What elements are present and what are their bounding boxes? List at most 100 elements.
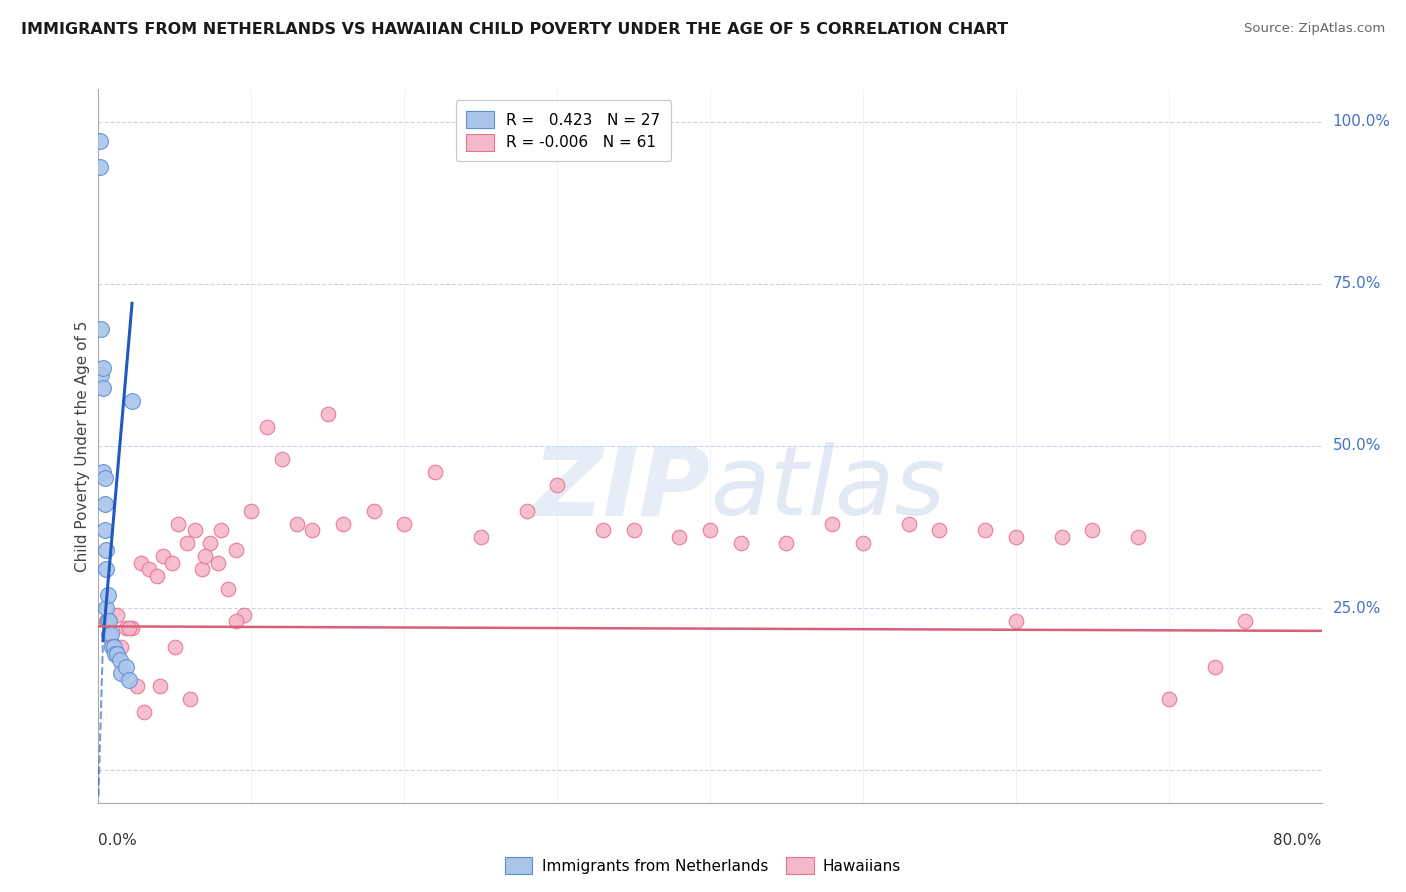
Point (91, 361, 114, 376)
Point (1204, 659, 1226, 673)
Point (90, 368, 112, 382)
Point (98, 614, 121, 628)
Text: 50.0%: 50.0% (1333, 439, 1381, 453)
Point (110, 666, 132, 681)
Point (184, 524, 207, 538)
Point (270, 452, 292, 467)
Point (1234, 614, 1257, 628)
Point (134, 705, 156, 719)
Point (103, 640, 125, 654)
Point (104, 647, 127, 661)
Point (98, 627, 121, 641)
Point (160, 556, 183, 570)
Point (928, 524, 950, 538)
Legend: Immigrants from Netherlands, Hawaiians: Immigrants from Netherlands, Hawaiians (499, 851, 907, 880)
Point (225, 542, 247, 557)
Point (546, 478, 568, 492)
Point (194, 549, 217, 564)
Point (852, 536, 875, 550)
Point (668, 530, 690, 544)
Text: 75.0%: 75.0% (1333, 277, 1381, 292)
Text: 80.0%: 80.0% (1274, 833, 1322, 848)
Point (1157, 692, 1180, 706)
Legend: R =   0.423   N = 27, R = -0.006   N = 61: R = 0.423 N = 27, R = -0.006 N = 61 (456, 101, 671, 161)
Point (225, 614, 247, 628)
Point (285, 516, 308, 531)
Point (94, 562, 117, 576)
Point (129, 556, 152, 570)
Point (93, 497, 115, 511)
Point (232, 607, 254, 622)
Point (94, 614, 117, 628)
Point (115, 621, 138, 635)
Point (176, 536, 198, 550)
Text: atlas: atlas (710, 442, 945, 535)
Point (90, 322, 112, 336)
Point (97, 614, 120, 628)
Point (363, 504, 385, 518)
Point (423, 465, 446, 479)
Point (101, 640, 124, 654)
Point (105, 647, 128, 661)
Point (94, 601, 117, 615)
Point (240, 504, 263, 518)
Point (301, 524, 323, 538)
Point (256, 419, 278, 434)
Point (121, 393, 143, 408)
Point (94, 542, 117, 557)
Point (100, 633, 122, 648)
Point (730, 536, 752, 550)
Point (118, 673, 141, 687)
Point (138, 562, 160, 576)
Point (1004, 614, 1026, 628)
Point (974, 524, 997, 538)
Point (392, 516, 416, 531)
Point (91, 465, 114, 479)
Point (209, 524, 232, 538)
Point (115, 659, 138, 673)
Point (152, 549, 174, 564)
Text: Source: ZipAtlas.com: Source: ZipAtlas.com (1244, 22, 1385, 36)
Point (332, 516, 354, 531)
Point (89, 134, 111, 148)
Point (110, 640, 132, 654)
Point (1050, 530, 1073, 544)
Point (121, 621, 143, 635)
Point (699, 524, 721, 538)
Point (100, 627, 122, 641)
Point (191, 562, 214, 576)
Point (821, 516, 844, 531)
Point (163, 640, 186, 654)
Point (125, 679, 148, 693)
Point (198, 536, 221, 550)
Point (316, 407, 339, 421)
Point (105, 607, 128, 622)
Text: 100.0%: 100.0% (1333, 114, 1391, 129)
Point (1004, 530, 1026, 544)
Point (470, 530, 492, 544)
Text: 25.0%: 25.0% (1333, 600, 1381, 615)
Text: ZIP: ZIP (531, 442, 710, 535)
Point (592, 524, 614, 538)
Point (97, 588, 120, 602)
Point (179, 692, 201, 706)
Point (93, 524, 115, 538)
Point (89, 160, 111, 174)
Point (1081, 524, 1104, 538)
Point (149, 679, 172, 693)
Point (217, 582, 239, 596)
Text: IMMIGRANTS FROM NETHERLANDS VS HAWAIIAN CHILD POVERTY UNDER THE AGE OF 5 CORRELA: IMMIGRANTS FROM NETHERLANDS VS HAWAIIAN … (21, 22, 1008, 37)
Point (207, 556, 229, 570)
Point (145, 568, 167, 582)
Text: 0.0%: 0.0% (98, 833, 138, 848)
Y-axis label: Child Poverty Under the Age of 5: Child Poverty Under the Age of 5 (75, 320, 90, 572)
Point (93, 471, 115, 485)
Point (108, 653, 131, 667)
Point (516, 504, 538, 518)
Point (897, 516, 920, 531)
Point (91, 381, 114, 395)
Point (1128, 530, 1150, 544)
Point (118, 621, 141, 635)
Point (623, 524, 645, 538)
Point (775, 536, 797, 550)
